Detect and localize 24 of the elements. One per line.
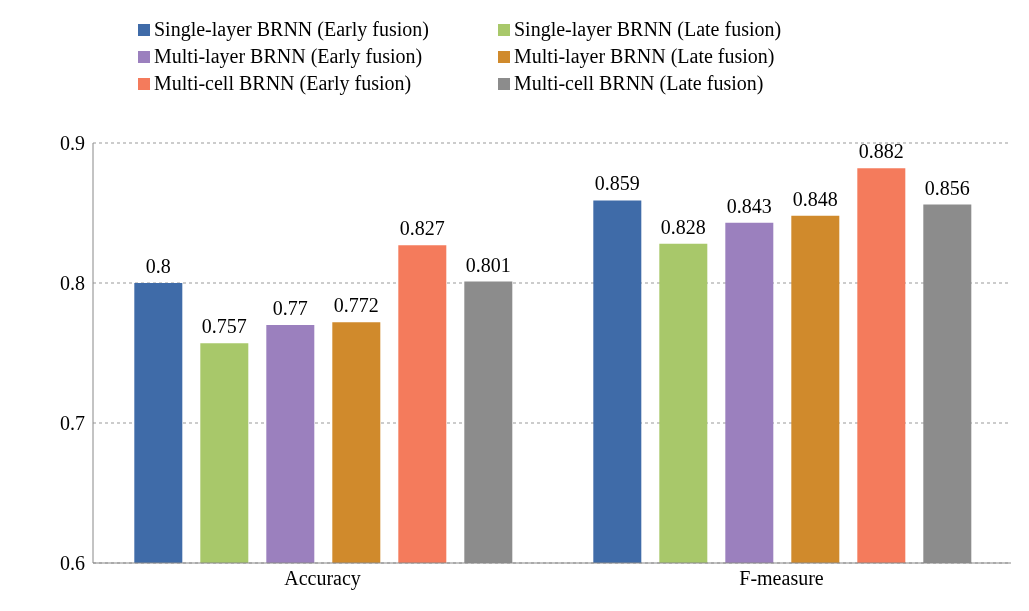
data-label: 0.882 xyxy=(858,140,904,163)
y-tick-label: 0.9 xyxy=(60,132,85,155)
y-tick-label: 0.6 xyxy=(60,552,85,575)
x-tick-label: F-measure xyxy=(739,567,824,590)
legend-label: Multi-layer BRNN (Early fusion) xyxy=(154,45,423,68)
legend-label: Multi-cell BRNN (Early fusion) xyxy=(154,72,412,95)
data-label: 0.77 xyxy=(272,297,308,319)
data-label: 0.848 xyxy=(792,187,838,210)
y-tick-label: 0.7 xyxy=(60,412,85,435)
data-label: 0.772 xyxy=(333,294,379,317)
data-label: 0.843 xyxy=(726,194,772,217)
data-label: 0.859 xyxy=(594,172,640,195)
x-tick-label: Accuracy xyxy=(284,567,361,591)
legend-label: Multi-cell BRNN (Late fusion) xyxy=(514,72,764,95)
data-label: 0.828 xyxy=(660,215,706,238)
y-tick-label: 0.8 xyxy=(60,272,85,295)
legend-label: Multi-layer BRNN (Late fusion) xyxy=(514,45,775,68)
data-label: 0.8 xyxy=(145,255,171,277)
data-label: 0.801 xyxy=(465,253,511,276)
legend-label: Single-layer BRNN (Early fusion) xyxy=(154,18,429,41)
data-label: 0.827 xyxy=(399,217,445,240)
legend-label: Single-layer BRNN (Late fusion) xyxy=(514,18,782,41)
data-label: 0.856 xyxy=(924,176,970,199)
data-label: 0.757 xyxy=(201,315,247,338)
